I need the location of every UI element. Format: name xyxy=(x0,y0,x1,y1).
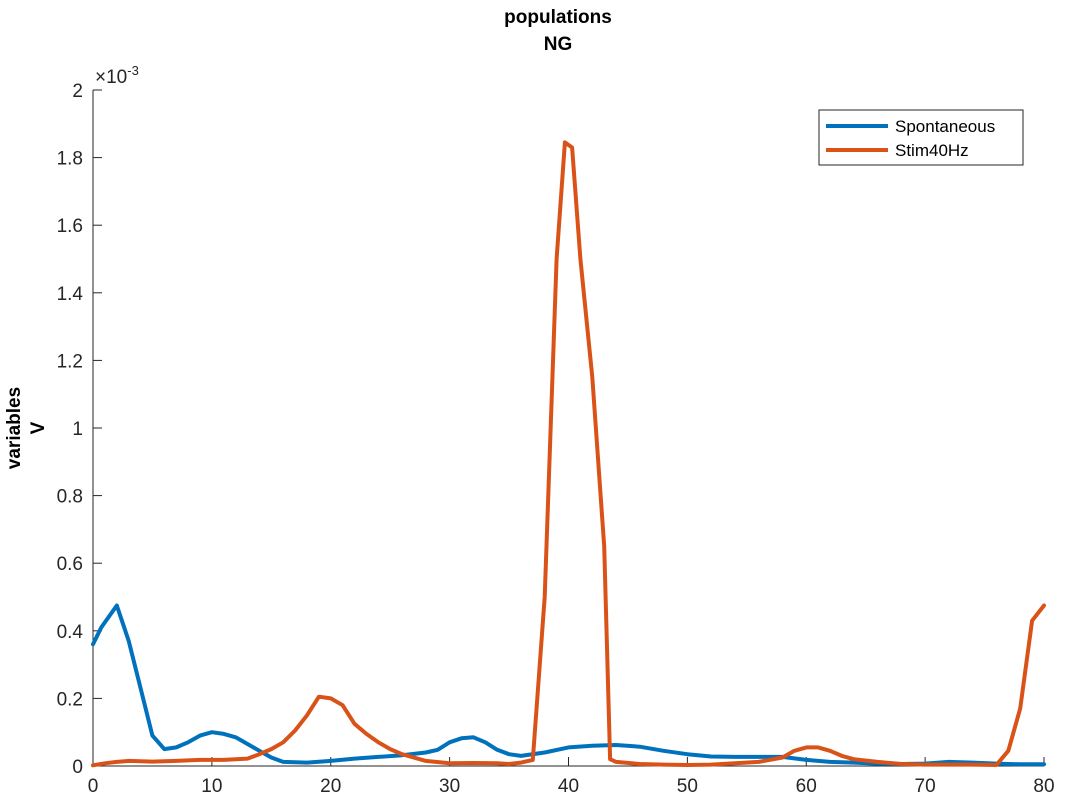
y-axis-multiplier-exponent: -3 xyxy=(127,63,139,78)
series-line-stim40hz xyxy=(91,140,1046,768)
legend: Spontaneous Stim40Hz xyxy=(818,109,1024,166)
axes-frame: 0 10 20 30 40 50 60 70 80 0 0.2 0.4 0.6 0.8 1 1.2 1.4 1.6… xyxy=(57,81,1055,797)
y-tick-label: 0.4 xyxy=(57,622,84,643)
x-tick-label: 40 xyxy=(558,776,579,797)
chart-title-line-1: populations xyxy=(504,7,612,28)
y-tick-label: 0.2 xyxy=(57,689,83,710)
y-tick-label: 1 xyxy=(72,419,83,440)
y-tick-label: 1.4 xyxy=(57,284,84,305)
x-tick-label: 60 xyxy=(796,776,817,797)
y-tick-label: 0.6 xyxy=(57,554,83,575)
y-axis-multiplier: ×10-3 xyxy=(95,63,139,88)
y-tick-label: 1.2 xyxy=(57,351,83,372)
legend-label-stim40hz: Stim40Hz xyxy=(895,141,969,160)
y-tick-label: 0 xyxy=(72,757,83,778)
x-tick-label: 70 xyxy=(915,776,936,797)
y-tick-label: 0.8 xyxy=(57,487,83,508)
x-tick-label: 0 xyxy=(88,776,99,797)
series-group xyxy=(91,140,1046,768)
y-axis-label-line-2: V xyxy=(28,421,49,434)
y-tick-label: 2 xyxy=(72,81,83,102)
x-tick-label: 50 xyxy=(677,776,698,797)
y-tick-label: 1.8 xyxy=(57,149,83,170)
legend-box xyxy=(818,109,1024,166)
x-tick-label: 20 xyxy=(320,776,341,797)
x-tick-label: 30 xyxy=(439,776,460,797)
y-axis-multiplier-base: ×10 xyxy=(95,67,127,88)
y-tick-label: 1.6 xyxy=(57,216,83,237)
series-line-spontaneous xyxy=(91,603,1046,767)
x-tick-label: 10 xyxy=(201,776,222,797)
chart-title-line-2: NG xyxy=(544,34,573,55)
legend-label-spontaneous: Spontaneous xyxy=(895,117,995,136)
x-tick-label: 80 xyxy=(1033,776,1054,797)
y-axis-label-line-1: variables xyxy=(4,387,25,469)
